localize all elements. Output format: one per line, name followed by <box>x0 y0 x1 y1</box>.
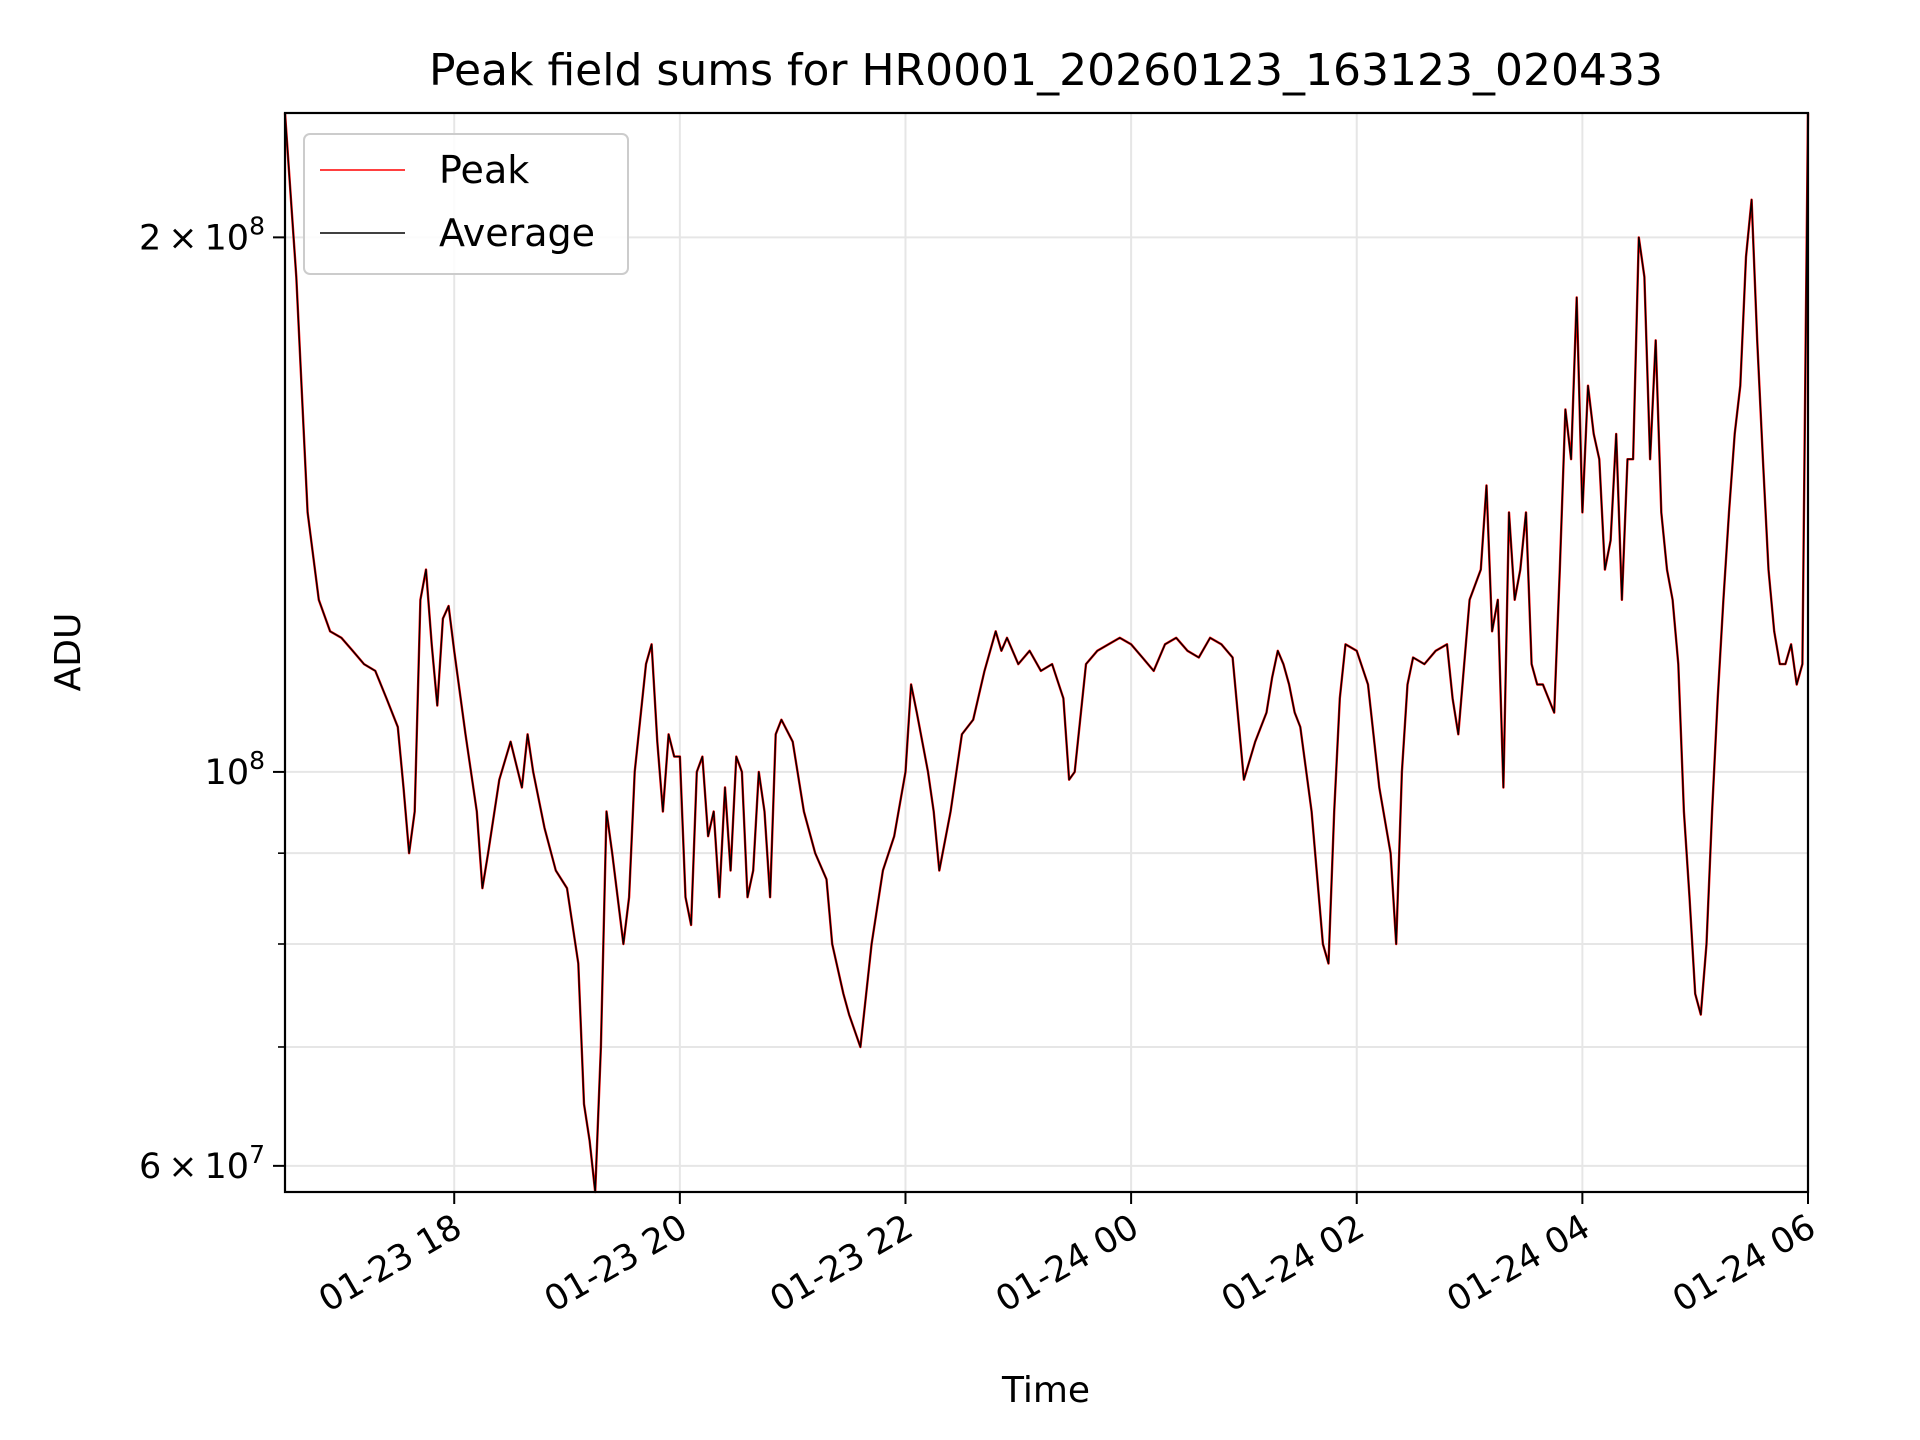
y-axis-ticks: 6 × 107 108 2 × 108 <box>139 211 285 1187</box>
chart-title: Peak field sums for HR0001_20260123_1631… <box>429 45 1663 96</box>
y-tick-label-1: 108 <box>205 746 265 793</box>
y-axis-label: ADU <box>48 613 89 692</box>
series-line-average <box>284 112 1809 1193</box>
legend-peak-label: Peak <box>439 148 529 192</box>
legend-average-label: Average <box>439 211 595 255</box>
legend-box <box>303 133 629 275</box>
plot-frame <box>283 111 1810 1194</box>
series-layer <box>283 112 1810 1194</box>
x-axis-label: Time <box>1001 1370 1090 1411</box>
y-tick-label-0: 6 × 107 <box>139 1140 265 1187</box>
legend: Peak Average <box>303 133 629 275</box>
y-tick-label-2: 2 × 108 <box>139 211 265 258</box>
